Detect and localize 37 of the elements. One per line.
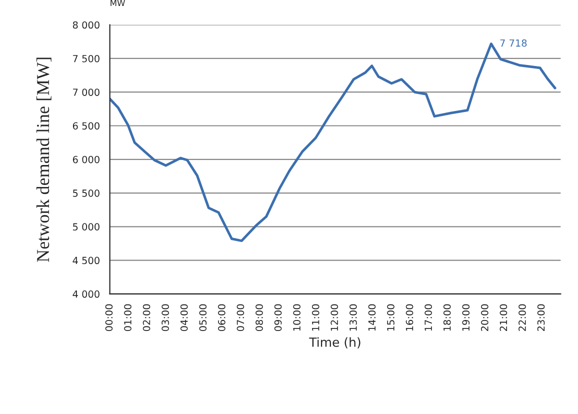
x-tick-label: 22:00 bbox=[518, 304, 526, 331]
x-tick-label: 11:00 bbox=[312, 304, 320, 331]
x-tick-label: 13:00 bbox=[349, 304, 357, 331]
y-axis-title: Network demand line [MW] bbox=[36, 58, 52, 262]
x-tick-label: 04:00 bbox=[180, 304, 188, 332]
x-tick-label: 02:00 bbox=[142, 304, 150, 332]
x-tick-label: 00:00 bbox=[105, 304, 113, 332]
x-tick-label: 09:00 bbox=[274, 304, 282, 332]
x-tick-label: 07:00 bbox=[236, 304, 244, 332]
annotation: 7 718 bbox=[500, 39, 527, 47]
x-tick-label: 12:00 bbox=[330, 304, 338, 331]
x-tick-label: 10:00 bbox=[293, 304, 300, 331]
x-tick-label: 08:00 bbox=[256, 304, 263, 332]
x-tick-label: 23:00 bbox=[537, 304, 545, 331]
y-tick-label: 8 000 bbox=[72, 21, 100, 29]
x-tick-label: 18:00 bbox=[443, 304, 451, 331]
x-tick-label: 05:00 bbox=[199, 304, 207, 332]
x-tick-label: 03:00 bbox=[162, 304, 169, 332]
x-tick-label: 14:00 bbox=[368, 304, 376, 331]
x-tick-label: 16:00 bbox=[406, 304, 414, 331]
x-tick-label: 06:00 bbox=[218, 304, 226, 332]
x-tick-label: 21:00 bbox=[500, 304, 508, 331]
y-tick-label: 4 000 bbox=[72, 290, 100, 298]
y-tick-label: 6 500 bbox=[72, 122, 100, 130]
y-tick-label: 7 000 bbox=[73, 88, 100, 96]
x-tick-label: 17:00 bbox=[424, 304, 432, 331]
x-tick-label: 20:00 bbox=[480, 304, 488, 331]
y-tick-label: 5 500 bbox=[73, 190, 100, 197]
y-tick-label: 5 000 bbox=[73, 223, 100, 230]
y-tick-label: 4 500 bbox=[72, 256, 100, 264]
x-tick-label: 15:00 bbox=[387, 304, 394, 331]
x-tick-label: 19:00 bbox=[462, 304, 470, 331]
text: MW bbox=[110, 0, 125, 6]
x-axis-title: Time (h) bbox=[309, 337, 360, 348]
x-tick-label: 01:00 bbox=[124, 304, 132, 332]
y-tick-label: 7 500 bbox=[73, 54, 100, 62]
y-tick-label: 6 000 bbox=[72, 156, 100, 164]
